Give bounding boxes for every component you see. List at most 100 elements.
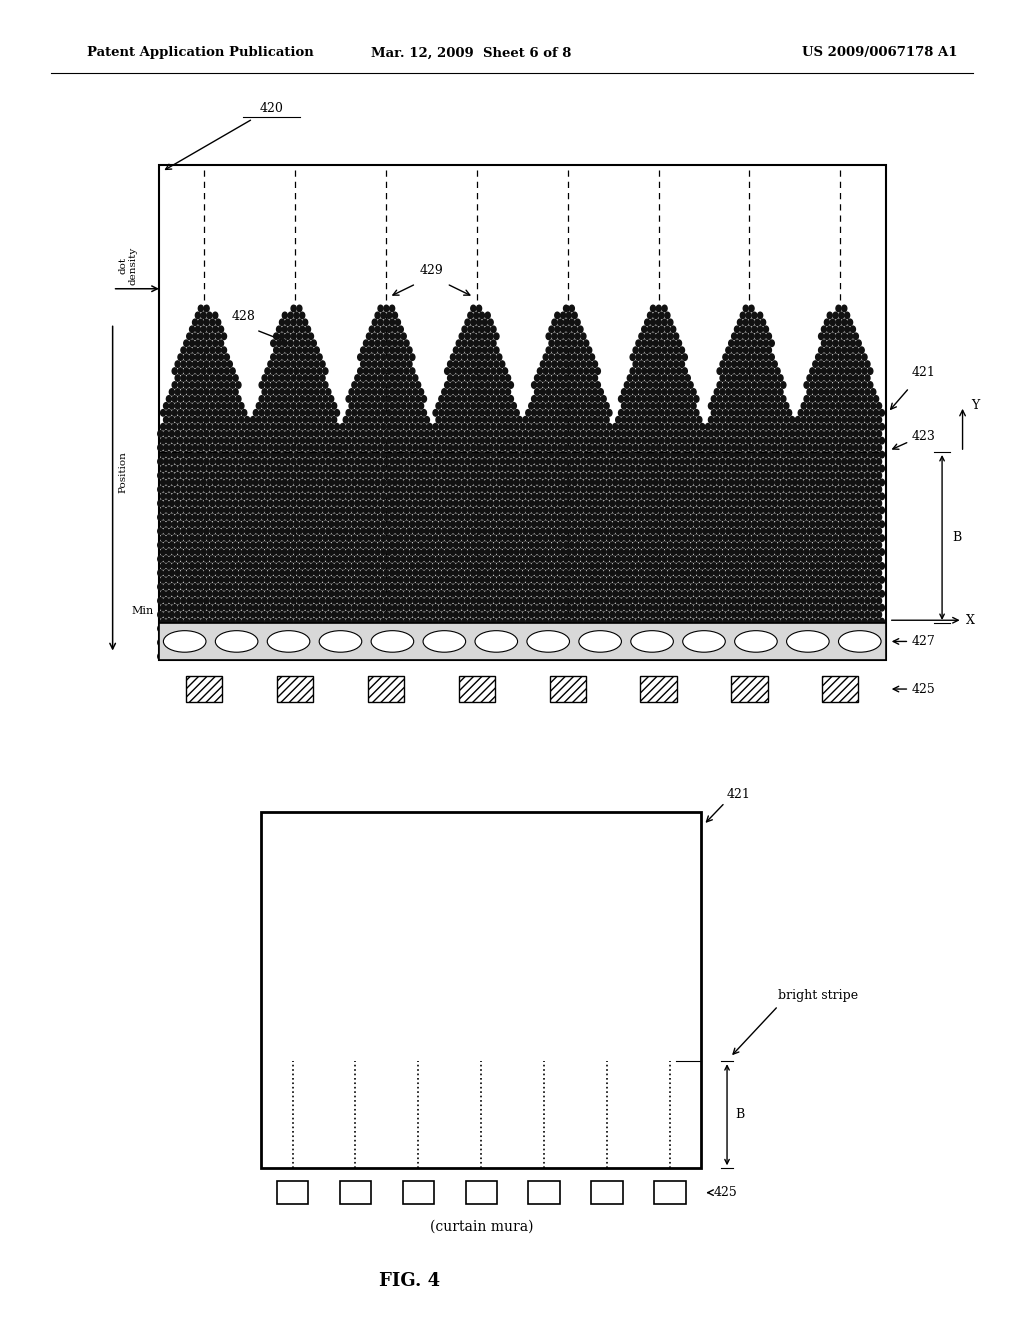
Circle shape	[525, 605, 530, 611]
Circle shape	[853, 486, 858, 492]
Circle shape	[221, 626, 226, 632]
Circle shape	[364, 451, 369, 458]
Circle shape	[525, 549, 530, 556]
Circle shape	[845, 424, 850, 430]
Circle shape	[172, 424, 177, 430]
Circle shape	[618, 577, 624, 583]
Circle shape	[665, 368, 670, 375]
Circle shape	[525, 451, 530, 458]
Circle shape	[216, 653, 221, 660]
Circle shape	[224, 494, 229, 499]
Circle shape	[485, 632, 490, 639]
Circle shape	[340, 605, 345, 611]
Circle shape	[850, 507, 855, 513]
Circle shape	[221, 417, 226, 422]
Circle shape	[204, 458, 209, 465]
Circle shape	[494, 430, 499, 437]
Circle shape	[256, 570, 261, 576]
Circle shape	[598, 500, 603, 507]
Circle shape	[245, 417, 250, 422]
Circle shape	[221, 528, 226, 535]
Circle shape	[367, 639, 372, 645]
Circle shape	[775, 437, 780, 444]
Circle shape	[873, 451, 879, 458]
Circle shape	[615, 500, 621, 507]
Circle shape	[335, 507, 340, 513]
Circle shape	[186, 626, 191, 632]
Circle shape	[827, 647, 833, 652]
Circle shape	[270, 562, 275, 569]
Circle shape	[734, 618, 739, 624]
Circle shape	[833, 437, 838, 444]
Circle shape	[462, 368, 467, 375]
Circle shape	[555, 451, 560, 458]
Circle shape	[468, 312, 473, 318]
Circle shape	[497, 354, 502, 360]
Circle shape	[488, 430, 494, 437]
Circle shape	[372, 430, 377, 437]
Circle shape	[378, 653, 383, 660]
Circle shape	[636, 424, 641, 430]
Circle shape	[737, 347, 742, 354]
Circle shape	[329, 618, 334, 624]
Circle shape	[468, 354, 473, 360]
Circle shape	[764, 549, 768, 556]
Circle shape	[218, 577, 223, 583]
Circle shape	[164, 403, 169, 409]
Circle shape	[300, 381, 305, 388]
Circle shape	[207, 326, 212, 333]
Circle shape	[360, 653, 366, 660]
Circle shape	[407, 473, 412, 479]
Circle shape	[349, 513, 354, 520]
Circle shape	[598, 445, 603, 451]
Circle shape	[251, 486, 256, 492]
Circle shape	[288, 381, 293, 388]
Circle shape	[407, 626, 412, 632]
Circle shape	[482, 458, 487, 465]
Circle shape	[218, 396, 223, 403]
Circle shape	[332, 528, 337, 535]
Circle shape	[451, 354, 456, 360]
Circle shape	[790, 473, 795, 479]
Circle shape	[381, 326, 386, 333]
Circle shape	[793, 535, 798, 541]
Circle shape	[755, 388, 760, 395]
Circle shape	[720, 486, 725, 492]
Circle shape	[778, 445, 783, 451]
Circle shape	[555, 549, 560, 556]
Circle shape	[845, 507, 850, 513]
Circle shape	[183, 535, 188, 541]
Circle shape	[604, 500, 609, 507]
Circle shape	[880, 479, 885, 486]
Circle shape	[584, 465, 589, 471]
Circle shape	[601, 605, 606, 611]
Circle shape	[343, 570, 348, 576]
Circle shape	[193, 375, 198, 381]
Circle shape	[253, 590, 258, 597]
Circle shape	[462, 479, 467, 486]
Circle shape	[746, 494, 751, 499]
Circle shape	[213, 326, 218, 333]
Circle shape	[731, 626, 736, 632]
Circle shape	[610, 611, 615, 618]
Circle shape	[859, 583, 864, 590]
Circle shape	[416, 577, 421, 583]
Circle shape	[830, 360, 836, 367]
Circle shape	[395, 513, 400, 520]
Circle shape	[555, 590, 560, 597]
Circle shape	[796, 430, 801, 437]
Circle shape	[726, 375, 731, 381]
Circle shape	[332, 653, 337, 660]
Circle shape	[213, 507, 218, 513]
Circle shape	[560, 535, 565, 541]
Circle shape	[224, 590, 229, 597]
Circle shape	[230, 494, 236, 499]
Circle shape	[444, 424, 450, 430]
Circle shape	[364, 396, 369, 403]
Circle shape	[783, 486, 788, 492]
Circle shape	[639, 528, 644, 535]
Circle shape	[500, 403, 505, 409]
Circle shape	[781, 396, 785, 403]
Circle shape	[488, 598, 494, 605]
Circle shape	[737, 570, 742, 576]
